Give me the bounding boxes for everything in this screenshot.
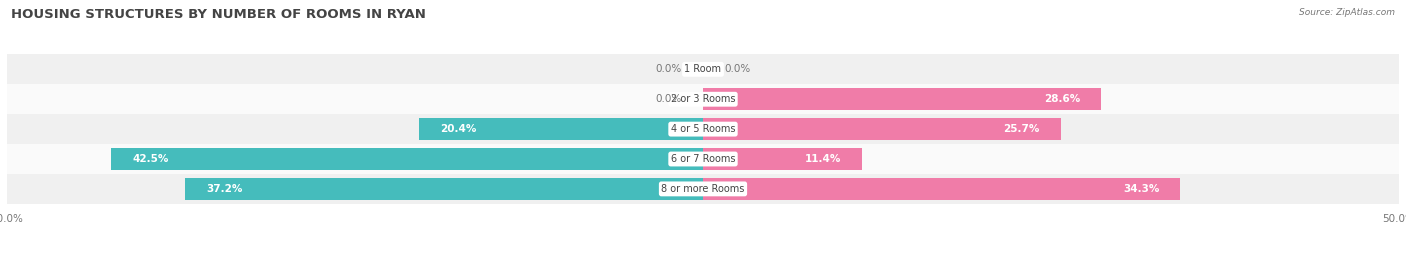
- Text: 4 or 5 Rooms: 4 or 5 Rooms: [671, 124, 735, 134]
- Text: 11.4%: 11.4%: [804, 154, 841, 164]
- Text: 0.0%: 0.0%: [655, 64, 682, 74]
- Text: 6 or 7 Rooms: 6 or 7 Rooms: [671, 154, 735, 164]
- Bar: [703, 118, 1060, 140]
- Bar: [7, 144, 1399, 174]
- Text: 0.0%: 0.0%: [655, 94, 682, 104]
- Text: 2 or 3 Rooms: 2 or 3 Rooms: [671, 94, 735, 104]
- Bar: [419, 118, 703, 140]
- Bar: [703, 89, 1101, 110]
- Text: 34.3%: 34.3%: [1123, 184, 1160, 194]
- Text: HOUSING STRUCTURES BY NUMBER OF ROOMS IN RYAN: HOUSING STRUCTURES BY NUMBER OF ROOMS IN…: [11, 8, 426, 21]
- Bar: [186, 178, 703, 200]
- Text: 42.5%: 42.5%: [132, 154, 169, 164]
- Text: 28.6%: 28.6%: [1045, 94, 1080, 104]
- Text: 37.2%: 37.2%: [207, 184, 242, 194]
- Text: Source: ZipAtlas.com: Source: ZipAtlas.com: [1299, 8, 1395, 17]
- Bar: [7, 54, 1399, 84]
- Text: 0.0%: 0.0%: [724, 64, 751, 74]
- Bar: [7, 114, 1399, 144]
- Bar: [111, 148, 703, 170]
- Text: 25.7%: 25.7%: [1004, 124, 1040, 134]
- Bar: [703, 178, 1181, 200]
- Text: 20.4%: 20.4%: [440, 124, 477, 134]
- Text: 1 Room: 1 Room: [685, 64, 721, 74]
- Bar: [7, 84, 1399, 114]
- Bar: [703, 148, 862, 170]
- Text: 8 or more Rooms: 8 or more Rooms: [661, 184, 745, 194]
- Bar: [7, 174, 1399, 204]
